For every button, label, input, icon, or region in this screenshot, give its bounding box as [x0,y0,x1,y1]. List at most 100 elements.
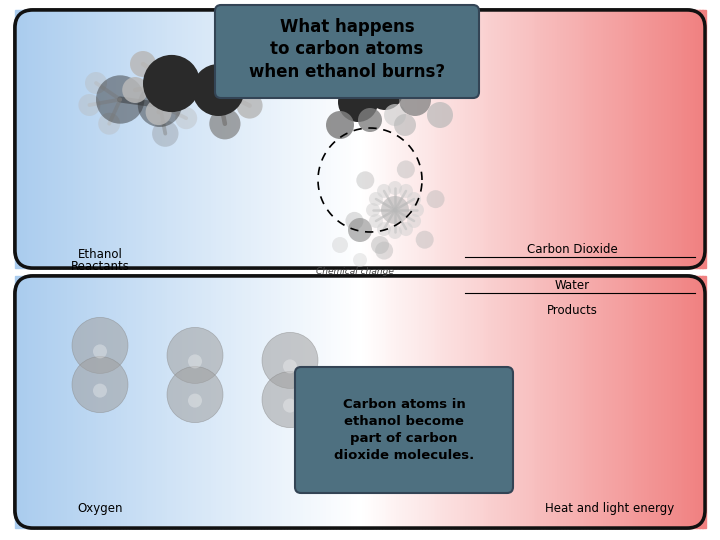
Circle shape [188,354,202,368]
Text: Heat and light energy: Heat and light energy [545,502,675,515]
Bar [693,10,697,268]
Bar [184,10,188,268]
Bar [300,276,303,528]
Bar [639,276,642,528]
Bar [127,276,130,528]
Bar [262,276,266,528]
Bar [467,10,469,268]
Bar [351,276,355,528]
Bar [481,10,484,268]
Bar [145,276,148,528]
Bar [24,276,27,528]
Bar [510,276,513,528]
Bar [351,10,355,268]
Circle shape [384,104,406,126]
Bar [366,10,369,268]
Bar [377,10,381,268]
Bar [136,276,139,528]
Bar [199,276,202,528]
Bar [595,10,599,268]
Bar [41,276,44,528]
Bar [139,276,142,528]
Bar [78,276,81,528]
Bar [210,276,214,528]
Circle shape [346,212,364,230]
Bar [567,10,570,268]
Bar [271,10,274,268]
Bar [228,10,231,268]
Bar [41,10,44,268]
Circle shape [72,318,128,373]
Bar [510,10,513,268]
Bar [73,276,76,528]
Bar [248,10,251,268]
Bar [153,276,156,528]
Circle shape [262,333,318,388]
Bar [268,10,271,268]
Bar [148,10,150,268]
Bar [219,10,222,268]
Bar [64,276,67,528]
Bar [452,10,455,268]
Circle shape [356,171,374,190]
Bar [492,10,495,268]
Bar [389,276,392,528]
Bar [110,10,113,268]
Circle shape [420,75,440,95]
Bar [587,276,590,528]
Bar [682,10,685,268]
Circle shape [175,107,197,129]
Circle shape [192,64,244,116]
Bar [282,276,286,528]
Bar [581,276,585,528]
Bar [423,10,427,268]
Bar [406,10,410,268]
Bar [288,276,292,528]
Bar [395,276,398,528]
Bar [621,10,625,268]
Bar [311,10,315,268]
Bar [490,276,492,528]
Bar [104,10,107,268]
Bar [618,10,622,268]
Bar [467,276,469,528]
Bar [418,276,421,528]
Bar [127,10,130,268]
Bar [524,276,527,528]
Bar [27,10,30,268]
Bar [222,276,225,528]
Circle shape [210,108,240,139]
Bar [564,276,567,528]
Bar [383,276,387,528]
Bar [294,276,297,528]
Bar [317,10,320,268]
Circle shape [143,55,200,112]
Circle shape [397,160,415,178]
Bar [363,276,366,528]
Bar [204,10,208,268]
Bar [142,276,145,528]
Bar [578,10,582,268]
Bar [84,10,87,268]
Circle shape [231,53,258,79]
Bar [193,276,197,528]
Circle shape [375,241,393,260]
Bar [492,276,495,528]
Bar [76,276,78,528]
Bar [305,276,309,528]
Bar [187,276,191,528]
Circle shape [415,231,433,249]
Bar [99,10,102,268]
Bar [64,10,67,268]
Bar [93,10,96,268]
Bar [590,10,593,268]
Bar [369,10,372,268]
Bar [256,10,260,268]
Bar [35,276,38,528]
Bar [55,276,58,528]
Bar [150,276,153,528]
Bar [70,10,73,268]
Bar [328,276,332,528]
Bar [432,10,436,268]
Bar [644,276,648,528]
